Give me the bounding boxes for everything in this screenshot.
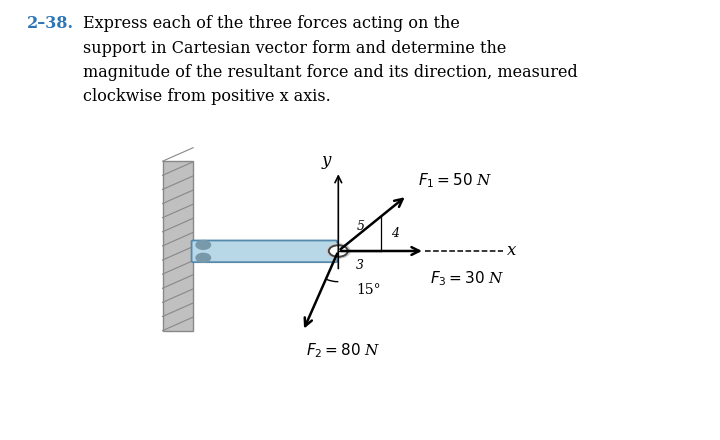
Text: $F_1 = 50$ N: $F_1 = 50$ N [418, 172, 493, 191]
Circle shape [196, 241, 210, 249]
Text: 3: 3 [356, 260, 364, 272]
Text: 15°: 15° [356, 283, 382, 297]
Circle shape [329, 245, 348, 257]
Circle shape [327, 244, 350, 258]
Text: 5: 5 [356, 220, 364, 233]
Text: y: y [321, 152, 330, 169]
Text: 2–38.: 2–38. [27, 15, 74, 33]
FancyBboxPatch shape [192, 241, 337, 262]
Text: Express each of the three forces acting on the
support in Cartesian vector form : Express each of the three forces acting … [83, 15, 577, 105]
Bar [163, 161, 193, 330]
Text: $F_2 = 80$ N: $F_2 = 80$ N [306, 341, 380, 360]
Circle shape [196, 253, 210, 262]
Text: 4: 4 [391, 227, 399, 240]
Text: $F_3 = 30$ N: $F_3 = 30$ N [431, 270, 505, 288]
Text: x: x [508, 242, 517, 259]
